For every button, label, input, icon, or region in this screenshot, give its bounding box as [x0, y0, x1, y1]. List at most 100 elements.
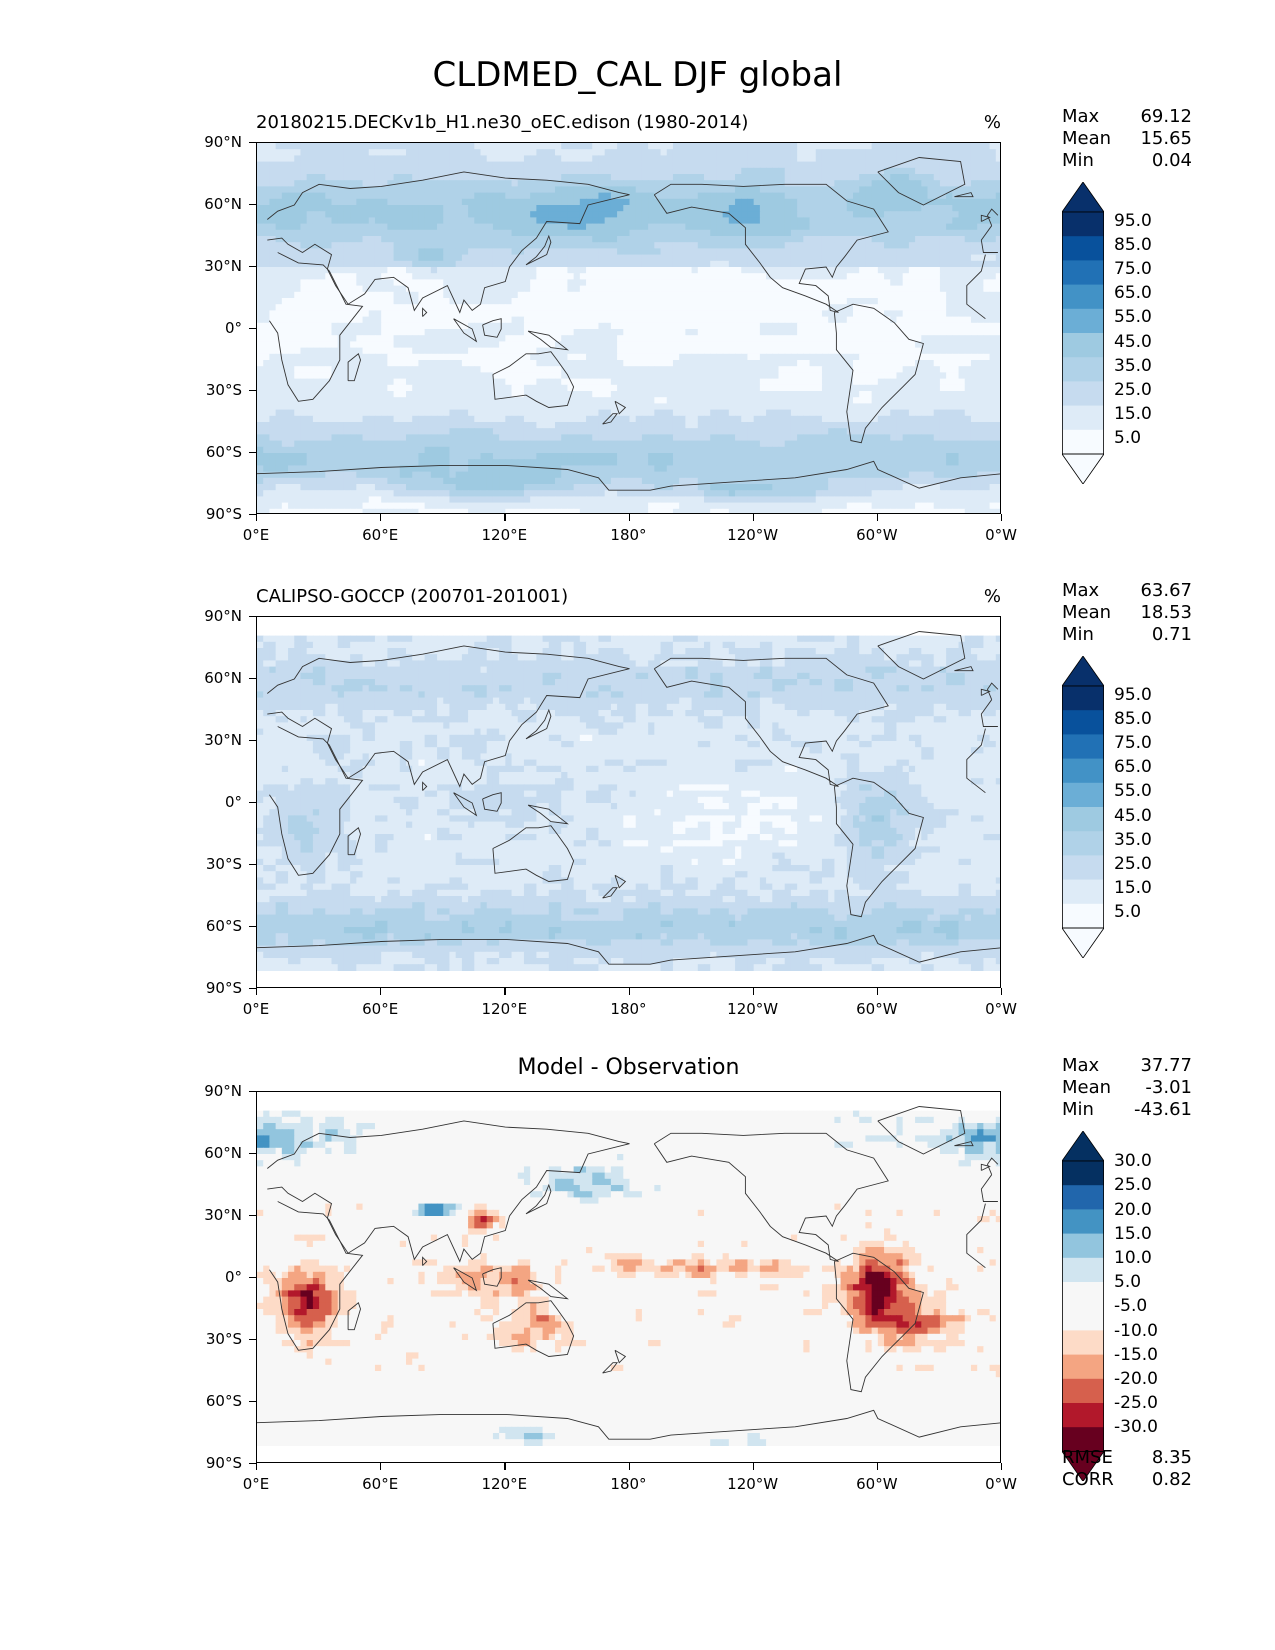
- coastline-namerica: [653, 657, 889, 787]
- stat-value: 37.77: [1140, 1055, 1192, 1077]
- lat-tick-label: 30°N: [192, 1206, 242, 1224]
- lat-tick: [249, 802, 256, 804]
- coastline-africa: [269, 726, 364, 876]
- coastline-sumatra: [453, 1267, 478, 1292]
- colorbar-tick-label: 35.0: [1114, 356, 1152, 376]
- coastline-uk_ire: [980, 214, 991, 222]
- coastline-africa: [966, 1203, 986, 1269]
- coastline-eurasia: [980, 1189, 998, 1202]
- metric-label: CORR: [1062, 1469, 1114, 1491]
- coastline-antarctica: [257, 934, 1000, 965]
- stat-mean: Mean 15.65: [1062, 128, 1192, 150]
- lat-tick-label: 30°S: [192, 1330, 242, 1348]
- units-label: %: [960, 112, 1001, 133]
- coastline-africa: [269, 252, 364, 402]
- lat-tick-label: 0°: [192, 319, 242, 337]
- colorbar-tick-label: 5.0: [1114, 428, 1141, 448]
- lon-tick-label: 180°: [589, 526, 669, 544]
- colorbar-segment: [1062, 1185, 1104, 1210]
- coastline-nznorth: [614, 1349, 627, 1364]
- coastline-sumatra: [453, 318, 478, 343]
- stat-label: Mean: [1062, 1077, 1111, 1099]
- colorbar-segment: [1062, 429, 1104, 455]
- colorbar-tick-label: 30.0: [1114, 1151, 1152, 1171]
- lat-tick-label: 30°N: [192, 731, 242, 749]
- coastline-britain: [986, 682, 999, 700]
- colorbar-svg: [1061, 1130, 1105, 1483]
- coastline-nznorth: [614, 400, 627, 415]
- stat-label: Mean: [1062, 602, 1111, 624]
- coastline-uk_ire: [980, 1163, 991, 1171]
- coastline-africa: [966, 254, 986, 320]
- lon-tick-label: 120°E: [464, 1000, 544, 1018]
- colorbar-tick-label: -25.0: [1114, 1393, 1158, 1413]
- lat-tick: [249, 1277, 256, 1279]
- stat-label: Min: [1062, 1099, 1094, 1121]
- lat-tick-label: 60°S: [192, 1392, 242, 1410]
- colorbar-segment: [1062, 734, 1104, 759]
- colorbar-tick-label: 75.0: [1114, 259, 1152, 279]
- map: [256, 1091, 1001, 1463]
- map-svg: [257, 143, 1000, 513]
- stat-value: 0.71: [1152, 624, 1192, 646]
- lat-tick-label: 60°N: [192, 669, 242, 687]
- coastline-madagascar: [347, 827, 361, 856]
- colorbar-segment: [1062, 1281, 1104, 1307]
- stats-box: Max 69.12 Mean 15.65 Min 0.04: [1062, 106, 1192, 172]
- lon-tick: [256, 988, 258, 995]
- colorbar-segment: [1062, 855, 1104, 880]
- lon-tick-label: 0°E: [216, 1475, 296, 1493]
- coastline-africa: [966, 728, 986, 794]
- stat-value: 18.53: [1140, 602, 1192, 624]
- coastline-antarctica: [257, 460, 1000, 491]
- lat-tick: [249, 616, 256, 618]
- coastline-eurasia: [267, 1120, 630, 1263]
- coastline-iceland: [954, 192, 974, 198]
- colorbar-segment: [1062, 710, 1104, 735]
- coastline-eurasia: [267, 645, 630, 788]
- coastline-eurasia: [980, 1174, 993, 1190]
- colorbar-tick-label: -10.0: [1114, 1321, 1158, 1341]
- lon-tick: [1001, 514, 1003, 521]
- coastline-newguinea: [527, 330, 569, 351]
- metric-corr: CORR 0.82: [1062, 1469, 1192, 1491]
- lon-tick: [752, 988, 754, 995]
- lat-tick: [249, 1463, 256, 1465]
- lon-tick-label: 60°E: [340, 526, 420, 544]
- colorbar-segment: [1062, 831, 1104, 856]
- lon-tick-label: 180°: [589, 1000, 669, 1018]
- colorbar-segment: [1062, 212, 1104, 237]
- coastline-samerica: [833, 777, 924, 918]
- coastline-newguinea: [527, 1279, 569, 1300]
- panel-title: CALIPSO-GOCCP (200701-201001): [256, 586, 568, 607]
- colorbar-segment: [1062, 903, 1104, 929]
- coastline-iceland: [954, 666, 974, 672]
- lat-tick-label: 90°N: [192, 607, 242, 625]
- lon-tick-label: 120°W: [713, 526, 793, 544]
- lon-tick: [380, 988, 382, 995]
- colorbar-extend-max: [1061, 181, 1105, 213]
- lat-tick: [249, 1339, 256, 1341]
- lat-tick: [249, 1091, 256, 1093]
- colorbar-tick-label: 95.0: [1114, 211, 1152, 231]
- coastline-srilanka: [422, 781, 428, 791]
- coastlines: [257, 157, 1000, 491]
- lon-tick: [1001, 988, 1003, 995]
- colorbar-tick-label: 85.0: [1114, 235, 1152, 255]
- colorbar-segment: [1062, 807, 1104, 832]
- colorbar: [1061, 1130, 1105, 1483]
- stat-max: Max 63.67: [1062, 580, 1192, 602]
- colorbar-segment: [1062, 260, 1104, 285]
- lon-tick-label: 120°W: [713, 1475, 793, 1493]
- lon-tick: [876, 988, 879, 995]
- coastline-srilanka: [422, 1256, 428, 1266]
- lon-tick-label: 0°E: [216, 1000, 296, 1018]
- stat-value: 0.04: [1152, 150, 1192, 172]
- colorbar-extend-min: [1061, 453, 1105, 485]
- coastline-australia: [492, 1300, 575, 1357]
- stat-value: -3.01: [1145, 1077, 1192, 1099]
- coastline-eurasia: [267, 171, 630, 314]
- lon-tick: [628, 1463, 630, 1470]
- metric-value: 0.82: [1152, 1469, 1192, 1491]
